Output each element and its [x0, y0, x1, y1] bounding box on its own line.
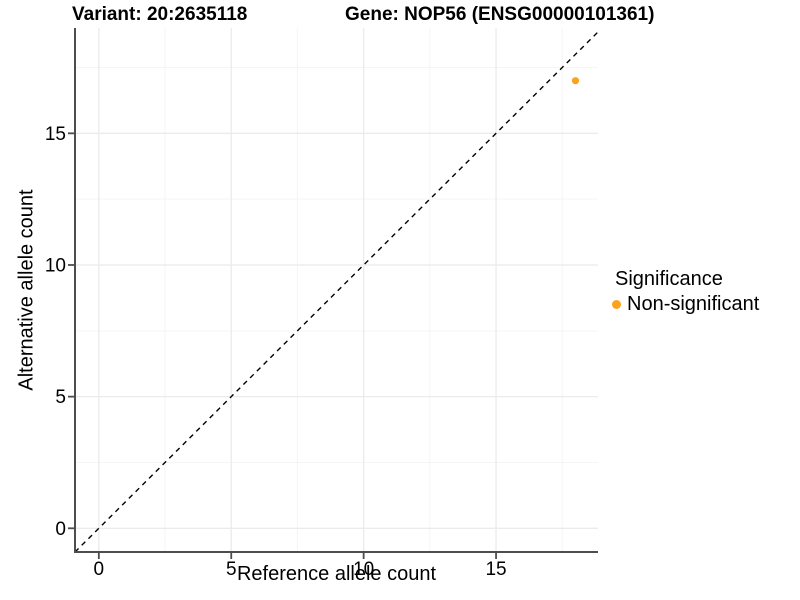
gene-title: Gene: NOP56 (ENSG00000101361) — [345, 4, 655, 25]
x-tick-label: 15 — [485, 559, 506, 580]
y-tick-label: 15 — [45, 124, 66, 145]
y-tick-label: 0 — [55, 519, 66, 540]
x-tick-label: 5 — [226, 559, 237, 580]
identity-line — [74, 31, 599, 553]
x-tick-label: 0 — [94, 559, 105, 580]
legend: Significance Non-significant — [612, 268, 759, 316]
y-tick-label: 10 — [45, 255, 66, 276]
legend-title: Significance — [615, 268, 723, 290]
legend-entry-label: Non-significant — [627, 293, 760, 315]
y-tick-label: 5 — [55, 387, 66, 408]
legend-entry: Non-significant — [612, 293, 759, 316]
legend-point-icon — [612, 300, 621, 309]
x-axis-title: Reference allele count — [236, 563, 436, 585]
variant-title: Variant: 20:2635118 — [72, 4, 248, 25]
data-point — [571, 77, 580, 85]
x-tick-label: 10 — [353, 559, 374, 580]
y-axis-title: Alternative allele count — [15, 189, 38, 391]
